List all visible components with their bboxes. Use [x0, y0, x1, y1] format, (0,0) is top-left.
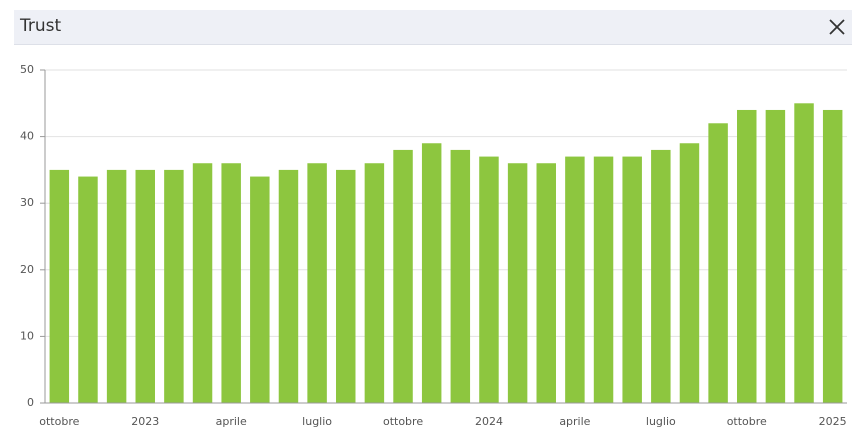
x-tick-label: luglio [646, 415, 676, 428]
bar [651, 149, 671, 403]
bar [679, 143, 700, 403]
bar [278, 169, 299, 403]
x-tick-label: ottobre [383, 415, 423, 428]
bar [765, 109, 786, 404]
bar [622, 156, 642, 403]
bar [479, 156, 499, 403]
x-tick-label: 2023 [131, 415, 159, 428]
bar [49, 169, 70, 403]
bar [421, 143, 442, 403]
y-tick-label: 50 [20, 63, 34, 76]
bar [536, 163, 556, 403]
bar [393, 149, 413, 403]
y-tick-label: 20 [20, 263, 34, 276]
bar [450, 149, 471, 403]
x-tick-label: aprile [559, 415, 590, 428]
bar [737, 109, 757, 404]
bar [794, 103, 814, 404]
bar [507, 163, 528, 403]
bar [250, 176, 270, 403]
bar [593, 156, 614, 403]
x-tick-label: luglio [302, 415, 332, 428]
close-button[interactable] [826, 16, 848, 38]
bar [307, 163, 327, 403]
x-tick-label: ottobre [727, 415, 767, 428]
bar [708, 123, 728, 403]
bar [221, 163, 241, 403]
bar [565, 156, 585, 403]
bar [106, 169, 127, 403]
y-tick-label: 0 [27, 396, 34, 409]
bar [135, 169, 155, 403]
x-tick-label: ottobre [39, 415, 79, 428]
bar [192, 163, 213, 403]
bar [164, 169, 184, 403]
y-tick-label: 40 [20, 130, 34, 143]
x-tick-label: 2025 [819, 415, 847, 428]
y-tick-label: 30 [20, 196, 34, 209]
x-tick-label: aprile [216, 415, 247, 428]
bar [822, 109, 843, 404]
bar [78, 176, 98, 403]
bar [336, 169, 356, 403]
bar [364, 163, 385, 403]
y-tick-label: 10 [20, 329, 34, 342]
chart-title: Trust [20, 16, 62, 36]
header: Trust [14, 10, 852, 45]
x-tick-label: 2024 [475, 415, 503, 428]
